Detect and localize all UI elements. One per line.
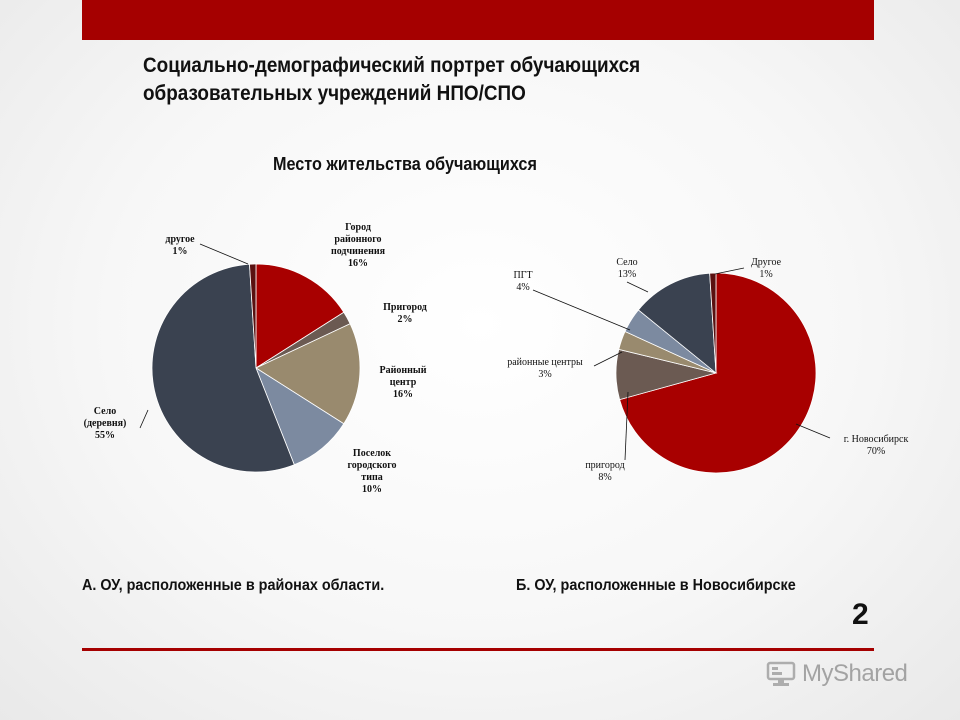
pie-a-label-1: Пригород 2% [383, 302, 427, 325]
pie-b-label-3: ПГТ 4% [513, 270, 532, 293]
pie-b-slice-4 [637, 272, 717, 374]
pie-a-slice-4 [151, 263, 295, 473]
top-accent-bar [82, 0, 874, 40]
pie-a-label-2: Районный центр 16% [380, 365, 427, 400]
pie-a-slice-5 [249, 263, 257, 369]
pie-b-label-2: районные центры 3% [507, 357, 583, 380]
pie-a-leader-4 [139, 409, 149, 429]
pie-b-leader-2 [593, 351, 623, 367]
pie-a-leader-5 [199, 243, 249, 265]
pie-a-label-4: Село (деревня) 55% [84, 406, 127, 441]
pie-b-slice-0 [619, 272, 817, 474]
projector-icon [766, 661, 796, 686]
caption-a: А. ОУ, расположенные в районах области. [82, 577, 385, 594]
pie-b-label-0: г. Новосибирск 70% [844, 434, 909, 457]
page-title-line2: образовательных учреждений НПО/СПО [143, 82, 526, 105]
pie-chart-a: Город районного подчинения 16% Пригород 2% Рай… [84, 222, 427, 495]
pie-b-label-5: Другое 1% [751, 257, 782, 280]
pie-b-label-1: пригород 8% [585, 460, 624, 483]
pie-a-label-0: Город районного подчинения 16% [331, 222, 386, 269]
bottom-accent-line [82, 648, 874, 651]
pie-b-leader-4 [626, 281, 649, 293]
page-title-line1: Социально-демографический портрет обучаю… [143, 54, 641, 77]
pie-chart-b: г. Новосибирск 70% пригород 8% районные цент… [507, 257, 908, 483]
page-title: Социально-демографический портрет обучаю… [143, 52, 640, 108]
pie-b-slice-5 [709, 272, 717, 374]
caption-b: Б. ОУ, расположенные в Новосибирске [516, 577, 796, 594]
logo-text: MyShared [802, 660, 908, 687]
page-number: 2 [852, 598, 869, 631]
myshared-logo: MyShared [766, 656, 908, 692]
pie-a-slice-2 [255, 323, 361, 425]
pie-b-leader-1 [624, 391, 629, 461]
pie-b-label-4: Село 13% [616, 257, 637, 280]
pie-b-leader-0 [795, 423, 831, 439]
chart-title: Место жительства обучающихся [273, 154, 537, 174]
pie-b-leader-3 [532, 289, 631, 331]
pie-a-slice-0 [255, 263, 345, 369]
pie-a-label-3: Поселок городского типа 10% [348, 448, 397, 495]
pie-b-leader-5 [714, 267, 745, 275]
pie-a-label-5: другое 1% [165, 234, 195, 257]
